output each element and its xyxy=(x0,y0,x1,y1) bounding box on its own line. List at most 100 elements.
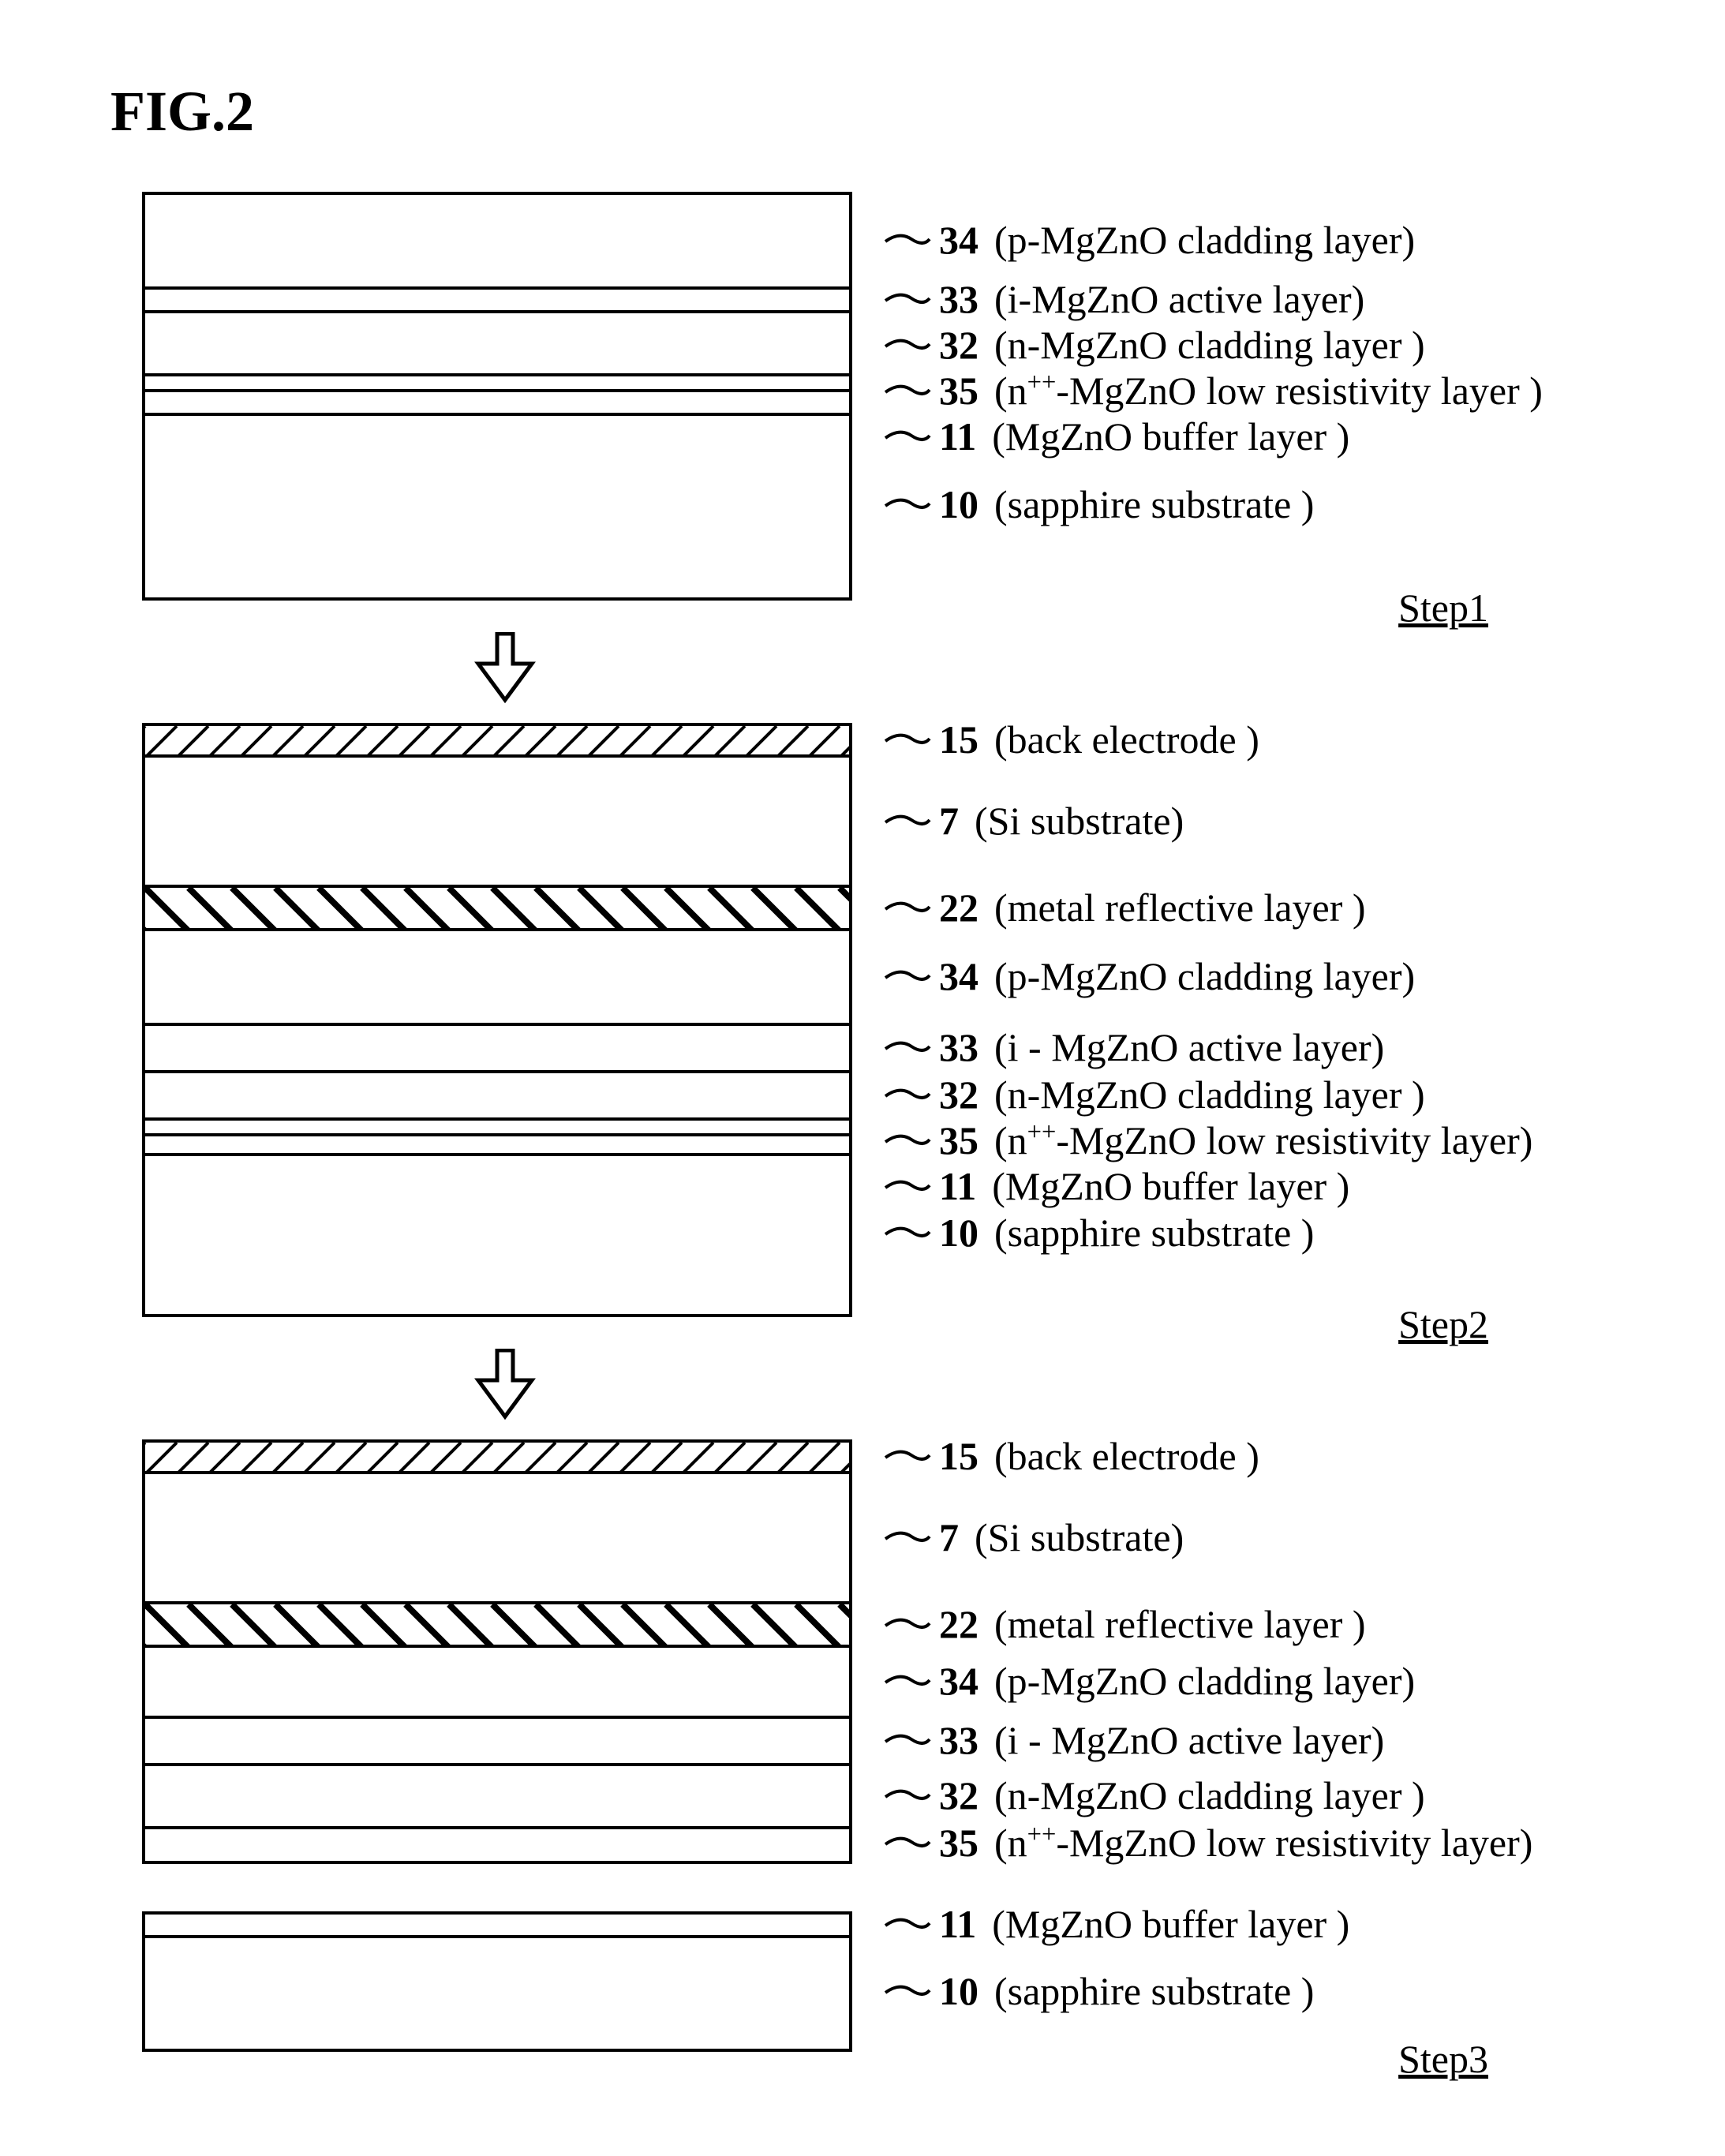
layer xyxy=(145,1604,849,1648)
layer-number: 11 xyxy=(939,414,976,459)
layer-label: 10(sapphire substrate ) xyxy=(884,1210,1314,1256)
layer xyxy=(145,1766,849,1829)
layer-text: (n-MgZnO cladding layer ) xyxy=(994,322,1425,368)
layer-number: 10 xyxy=(939,481,978,527)
layer-label: 33 (i - MgZnO active layer) xyxy=(884,1717,1384,1763)
step-label: Step1 xyxy=(1398,585,1488,631)
layer xyxy=(145,376,849,392)
layer xyxy=(145,1719,849,1766)
layer-label: 15 (back electrode ) xyxy=(884,717,1259,762)
layer-number: 15 xyxy=(939,717,978,762)
layer-label: 22 (metal reflective layer ) xyxy=(884,885,1366,930)
layer xyxy=(145,931,849,1026)
layer xyxy=(145,1829,849,1861)
layer-number: 10 xyxy=(939,1210,978,1256)
layer-text: (n++-MgZnO low resistivity layer) xyxy=(994,1117,1532,1163)
layer-text: (i - MgZnO active layer) xyxy=(994,1024,1384,1070)
layer-label: 11 (MgZnO buffer layer ) xyxy=(884,1901,1349,1947)
layer-text: (i-MgZnO active layer) xyxy=(994,276,1364,322)
layer xyxy=(145,1474,849,1604)
layer-number: 11 xyxy=(939,1901,976,1947)
layer xyxy=(145,290,849,313)
layer-text: (n++-MgZnO low resistivity layer) xyxy=(994,1820,1532,1866)
layer-label: 35 (n++-MgZnO low resistivity layer ) xyxy=(884,368,1543,414)
layer-label: 7 (Si substrate) xyxy=(884,798,1184,844)
layer xyxy=(145,392,849,416)
layer-label: 10(sapphire substrate ) xyxy=(884,481,1314,527)
layer-label: 11 (MgZnO buffer layer ) xyxy=(884,1163,1349,1209)
layer xyxy=(145,1443,849,1474)
layer-number: 33 xyxy=(939,1024,978,1070)
layer-text: (metal reflective layer ) xyxy=(994,885,1366,930)
layer-label: 34 (p-MgZnO cladding layer) xyxy=(884,217,1415,263)
layer-number: 22 xyxy=(939,885,978,930)
layer xyxy=(145,888,849,931)
layer-text: (MgZnO buffer layer ) xyxy=(992,414,1349,459)
layer-stack xyxy=(142,192,852,601)
layer-label: 32(n-MgZnO cladding layer ) xyxy=(884,1072,1425,1117)
layer-text: (sapphire substrate ) xyxy=(994,1968,1314,2014)
layer xyxy=(145,1121,849,1136)
down-arrow-icon xyxy=(473,632,1615,707)
layer-number: 35 xyxy=(939,368,978,414)
layer-text: (Si substrate) xyxy=(975,798,1184,844)
layer-stack xyxy=(142,1439,852,1864)
layer-label: 35 (n++-MgZnO low resistivity layer) xyxy=(884,1820,1532,1866)
layer-number: 10 xyxy=(939,1968,978,2014)
layer xyxy=(145,1648,849,1719)
layer-label: 7 (Si substrate) xyxy=(884,1514,1184,1560)
layer-label: 32 (n-MgZnO cladding layer ) xyxy=(884,322,1425,368)
layer xyxy=(145,195,849,290)
layer xyxy=(145,1915,849,1938)
step-label: Step3 xyxy=(1398,2036,1488,2082)
layer-number: 7 xyxy=(939,1514,959,1560)
layer-text: (metal reflective layer ) xyxy=(994,1601,1366,1647)
layer xyxy=(145,313,849,376)
layer-text: (back electrode ) xyxy=(994,717,1259,762)
layer-number: 33 xyxy=(939,276,978,322)
layer-number: 15 xyxy=(939,1433,978,1479)
layer-number: 35 xyxy=(939,1117,978,1163)
stack-gap xyxy=(110,1864,1615,1911)
step-block: 15(back electrode )7(Si substrate)22(met… xyxy=(110,1439,1615,2052)
layer xyxy=(145,758,849,888)
layer-label: 32 (n-MgZnO cladding layer ) xyxy=(884,1772,1425,1818)
layer-stack xyxy=(142,1911,852,2052)
layer-text: (Si substrate) xyxy=(975,1514,1184,1560)
layer-text: (back electrode ) xyxy=(994,1433,1259,1479)
layer xyxy=(145,726,849,758)
layer-label: 10 (sapphire substrate ) xyxy=(884,1968,1314,2014)
step-block: 34 (p-MgZnO cladding layer) 33 (i-MgZnO act… xyxy=(110,192,1615,601)
step-label: Step2 xyxy=(1398,1301,1488,1347)
layer-label: 15 (back electrode ) xyxy=(884,1433,1259,1479)
layer-number: 22 xyxy=(939,1601,978,1647)
layer-text: (i - MgZnO active layer) xyxy=(994,1717,1384,1763)
layer-label: 22 (metal reflective layer ) xyxy=(884,1601,1366,1647)
layer xyxy=(145,1136,849,1156)
step-block: 15(back electrode )7(Si substrate)22(met… xyxy=(110,723,1615,1317)
layer-label: 33 (i-MgZnO active layer) xyxy=(884,276,1364,322)
layer-number: 11 xyxy=(939,1163,976,1209)
layer-text: (p-MgZnO cladding layer) xyxy=(994,953,1415,999)
layer-label: 34(p-MgZnO cladding layer) xyxy=(884,1658,1415,1704)
figure-title: FIG.2 xyxy=(110,79,1615,144)
layer-number: 32 xyxy=(939,322,978,368)
layer-number: 33 xyxy=(939,1717,978,1763)
layer-number: 32 xyxy=(939,1772,978,1818)
layer-number: 7 xyxy=(939,798,959,844)
layer-text: (p-MgZnO cladding layer) xyxy=(994,217,1415,263)
layer-text: (MgZnO buffer layer ) xyxy=(992,1901,1349,1947)
layer xyxy=(145,1073,849,1121)
layer-label: 34 (p-MgZnO cladding layer) xyxy=(884,953,1415,999)
layer-stack xyxy=(142,723,852,1317)
layer-text: (n-MgZnO cladding layer ) xyxy=(994,1772,1425,1818)
down-arrow-icon xyxy=(473,1349,1615,1424)
layer-number: 34 xyxy=(939,953,978,999)
layer-number: 34 xyxy=(939,1658,978,1704)
layer-label: 33 (i - MgZnO active layer) xyxy=(884,1024,1384,1070)
layer-text: (n++-MgZnO low resistivity layer ) xyxy=(994,368,1543,414)
layer-text: (MgZnO buffer layer ) xyxy=(992,1163,1349,1209)
layer xyxy=(145,1026,849,1073)
layer-number: 34 xyxy=(939,217,978,263)
layer-number: 35 xyxy=(939,1820,978,1866)
